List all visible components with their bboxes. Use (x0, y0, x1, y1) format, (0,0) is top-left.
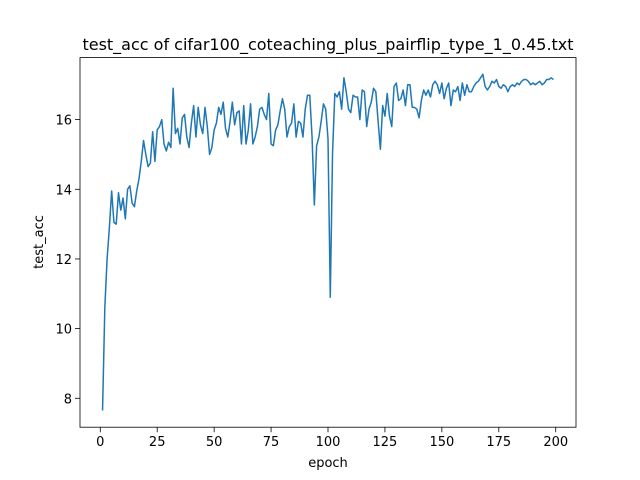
y-axis-label: test_acc (32, 215, 47, 269)
x-tick-label: 50 (206, 435, 223, 450)
y-tick-label: 14 (55, 183, 72, 198)
y-tick-label: 16 (55, 114, 72, 129)
y-tick-label: 12 (55, 253, 72, 268)
x-tick-label: 175 (486, 435, 511, 450)
data-line (101, 73, 554, 411)
chart-title: test_acc of cifar100_coteaching_plus_pai… (82, 35, 573, 55)
x-tick-label: 0 (96, 435, 104, 450)
x-tick-label: 125 (373, 435, 398, 450)
axes-frame (79, 57, 577, 428)
x-tick-label: 100 (316, 435, 341, 450)
x-axis-label: epoch (308, 456, 348, 471)
x-tick-label: 75 (263, 435, 280, 450)
x-tick-label: 25 (149, 435, 166, 450)
x-tick-label: 200 (543, 435, 568, 450)
y-tick-label: 10 (55, 323, 72, 338)
x-tick-label: 150 (429, 435, 454, 450)
y-tick-label: 8 (64, 392, 72, 407)
